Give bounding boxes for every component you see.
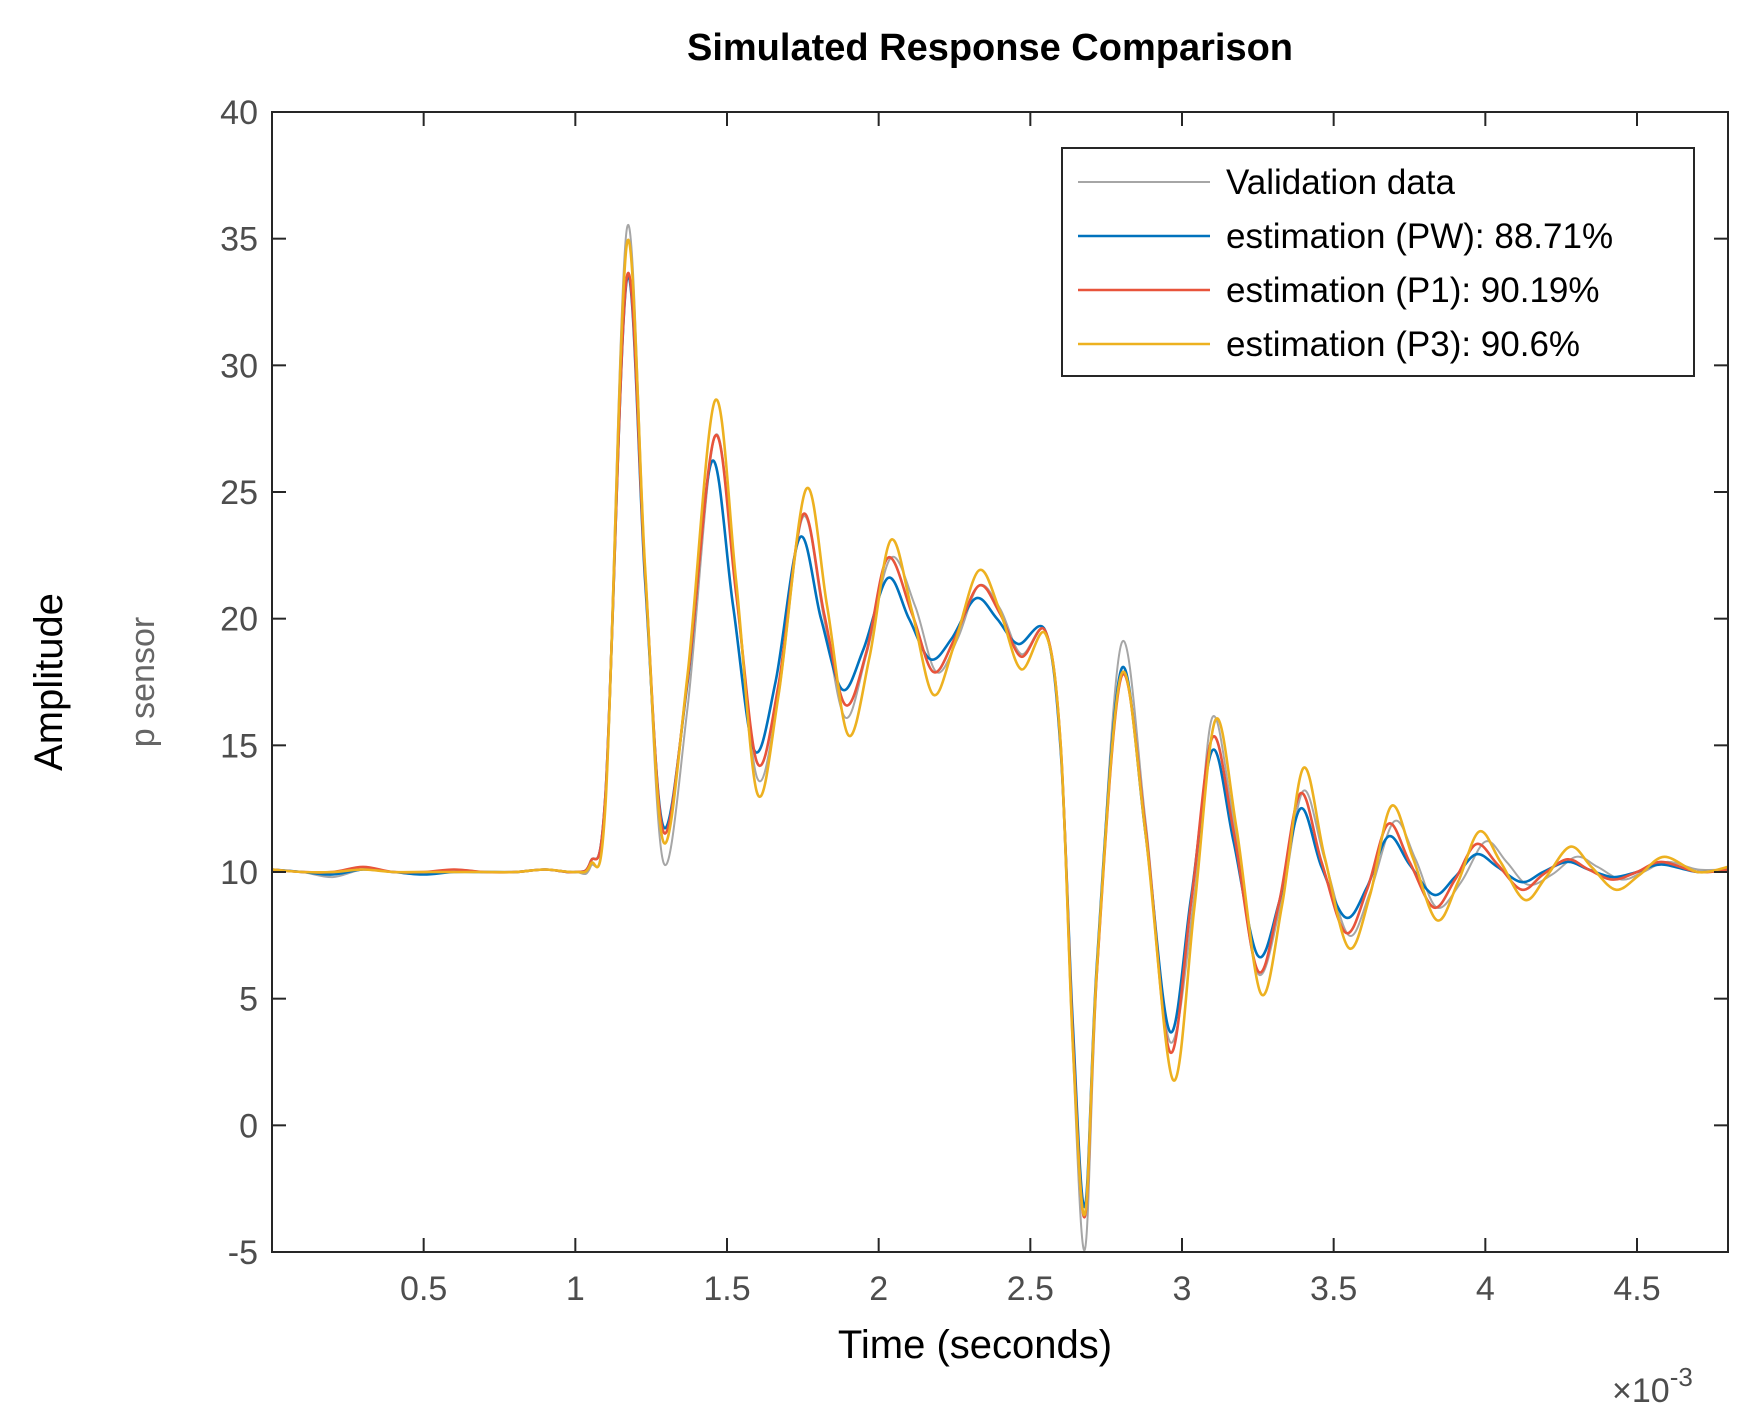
y-tick-label: 30 (220, 347, 258, 385)
y-tick-label: 25 (220, 474, 258, 512)
x-multiplier-label: ×10-3 (1612, 1362, 1693, 1410)
x-tick-label: 4 (1476, 1270, 1495, 1308)
x-tick-label: 2.5 (1007, 1270, 1054, 1308)
y-tick-label: 35 (220, 221, 258, 259)
x-tick-label: 4.5 (1613, 1270, 1660, 1308)
y-tick-label: -5 (228, 1234, 258, 1272)
x-tick-label: 1 (566, 1270, 585, 1308)
x-tick-label: 1.5 (703, 1270, 750, 1308)
y-tick-label: 0 (239, 1107, 258, 1145)
y-axis-label: Amplitude (27, 593, 71, 771)
legend-label-3: estimation (P3): 90.6% (1226, 325, 1580, 364)
legend-box (1061, 147, 1695, 377)
y-tick-label: 5 (239, 981, 258, 1019)
legend: Validation data estimation (PW): 88.71% es… (1061, 147, 1695, 377)
legend-label-0: Validation data (1226, 163, 1456, 202)
chart-title: Simulated Response Comparison (687, 27, 1293, 69)
axes-frame (271, 111, 1729, 1253)
legend-label-2: estimation (P1): 90.19% (1226, 271, 1600, 310)
series-layer (272, 224, 1728, 1252)
x-tick-label: 2 (869, 1270, 888, 1308)
series-line-3 (272, 238, 1728, 1217)
y-tick-label: 15 (220, 727, 258, 765)
x-axis-label: Time (seconds) (838, 1323, 1112, 1367)
x-multiplier-exponent: -3 (1670, 1362, 1693, 1392)
y-tick-label: 40 (220, 94, 258, 132)
x-multiplier-base: ×10 (1612, 1372, 1670, 1410)
y-axis: -5 0 5 10 15 20 25 30 35 40 (220, 94, 1728, 1272)
y-axis-sublabel: p sensor (124, 617, 162, 747)
x-axis: 0.5 1 1.5 2 2.5 3 3.5 4 4.5 (400, 112, 1661, 1308)
x-tick-label: 0.5 (400, 1270, 447, 1308)
y-tick-label: 20 (220, 601, 258, 639)
y-tick-label: 10 (220, 854, 258, 892)
x-tick-label: 3 (1173, 1270, 1192, 1308)
legend-label-1: estimation (PW): 88.71% (1226, 217, 1613, 256)
x-tick-label: 3.5 (1310, 1270, 1357, 1308)
